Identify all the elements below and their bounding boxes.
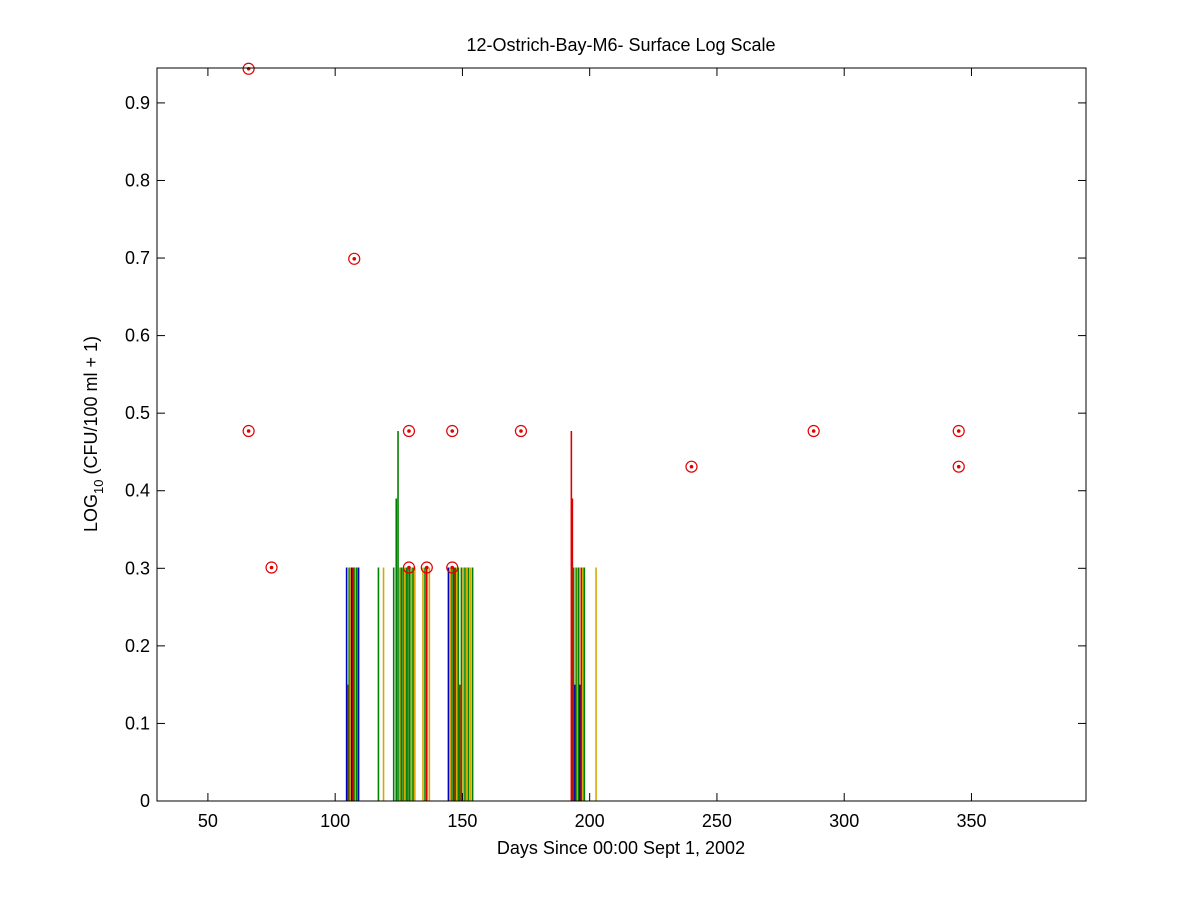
- data-point-8: [446, 561, 459, 574]
- data-point-5: [402, 561, 416, 574]
- y-axis-label-subscript: 10: [91, 480, 106, 494]
- bars-layer: [345, 431, 597, 801]
- data-point-ring: [242, 62, 255, 75]
- data-point-dot: [811, 429, 816, 433]
- data-point-ring: [420, 561, 433, 574]
- data-point-11: [807, 424, 820, 438]
- data-point-ring: [952, 460, 965, 473]
- y-axis-label-suffix: (CFU/100 ml + 1): [81, 336, 101, 480]
- y-tick-label-5: 0.5: [125, 403, 150, 423]
- data-point-dot: [407, 429, 411, 433]
- data-point-dot: [269, 565, 274, 570]
- y-tick-label-4: 0.4: [125, 481, 150, 501]
- data-point-7: [446, 424, 459, 438]
- data-point-dot: [956, 429, 961, 433]
- y-axis-label-prefix: LOG: [81, 494, 101, 532]
- plot-area-frame: [156, 67, 1087, 802]
- data-point-dot: [450, 429, 455, 433]
- data-point-ring: [952, 424, 965, 438]
- y-tick-label-8: 0.8: [125, 170, 150, 190]
- data-point-12: [952, 424, 965, 438]
- y-tick-label-1: 0.1: [125, 713, 150, 733]
- data-point-2: [265, 561, 278, 574]
- y-tick-label-3: 0.3: [125, 558, 150, 578]
- data-point-9: [514, 424, 528, 438]
- y-tick-label-9: 0.9: [125, 93, 150, 113]
- data-point-6: [420, 561, 433, 574]
- x-tick-label-0: 50: [198, 811, 218, 831]
- x-axis-label: Days Since 00:00 Sept 1, 2002: [497, 838, 745, 858]
- x-tick-label-3: 200: [575, 811, 605, 831]
- data-point-ring: [685, 460, 698, 473]
- y-tick-label-6: 0.6: [125, 326, 150, 346]
- data-point-dot: [352, 257, 357, 261]
- x-tick-label-2: 150: [447, 811, 477, 831]
- chart-title: 12-Ostrich-Bay-M6- Surface Log Scale: [466, 35, 775, 55]
- data-point-ring: [807, 424, 820, 438]
- data-point-4: [402, 424, 416, 438]
- data-point-ring: [242, 424, 255, 438]
- data-point-dot: [956, 464, 961, 469]
- data-point-ring: [402, 424, 416, 438]
- data-point-dot: [689, 464, 694, 469]
- data-point-dot: [450, 565, 455, 570]
- x-tick-label-6: 350: [956, 811, 986, 831]
- y-tick-label-0: 0: [140, 791, 150, 811]
- data-point-dot: [246, 429, 251, 433]
- x-tick-label-4: 250: [702, 811, 732, 831]
- x-tick-label-5: 300: [829, 811, 859, 831]
- data-point-ring: [514, 424, 528, 438]
- data-point-dot: [424, 565, 429, 570]
- data-point-ring: [446, 561, 459, 574]
- y-axis-label: LOG10 (CFU/100 ml + 1): [81, 336, 106, 532]
- data-point-1: [242, 424, 255, 438]
- points-layer: [242, 62, 965, 574]
- data-point-ring: [348, 252, 361, 265]
- data-point-ring: [446, 424, 459, 438]
- x-tick-label-1: 100: [320, 811, 350, 831]
- data-point-13: [952, 460, 965, 473]
- data-point-dot: [519, 429, 523, 433]
- data-point-ring: [265, 561, 278, 574]
- data-point-10: [685, 460, 698, 473]
- data-point-dot: [407, 565, 411, 570]
- y-tick-label-2: 0.2: [125, 636, 150, 656]
- data-point-ring: [402, 561, 416, 574]
- data-point-3: [348, 252, 361, 265]
- y-tick-label-7: 0.7: [125, 248, 150, 268]
- ticks-layer: 50 100 150 200 250 300 350 0 0.1 0.2 0.3 0.4 0.5 0.6 0…: [125, 68, 1086, 831]
